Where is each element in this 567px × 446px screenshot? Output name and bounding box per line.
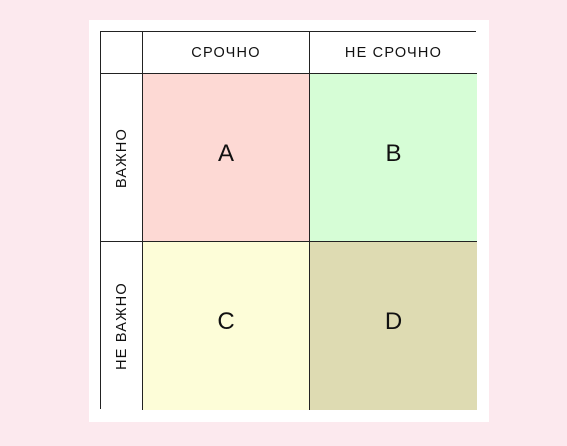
row-header-not-important-label: НЕ ВАЖНО [113,282,130,370]
row-header-important-label: ВАЖНО [113,127,130,188]
quadrant-b: B [310,74,477,242]
quadrant-a: A [143,74,310,242]
quadrant-d-label: D [384,308,403,335]
column-header-urgent: СРОЧНО [143,32,310,74]
matrix-corner-cell [101,32,143,74]
quadrant-a-label: A [217,139,234,167]
quadrant-c: C [143,242,310,410]
quadrant-b-label: B [385,139,402,167]
quadrant-c-label: C [217,308,235,335]
row-header-important: ВАЖНО [101,74,143,242]
column-header-not-urgent: НЕ СРОЧНО [310,32,477,74]
row-header-not-important: НЕ ВАЖНО [101,242,143,410]
eisenhower-matrix: СРОЧНО НЕ СРОЧНО ВАЖНО A B НЕ ВАЖНО C D [100,31,477,410]
quadrant-d: D [310,242,477,410]
